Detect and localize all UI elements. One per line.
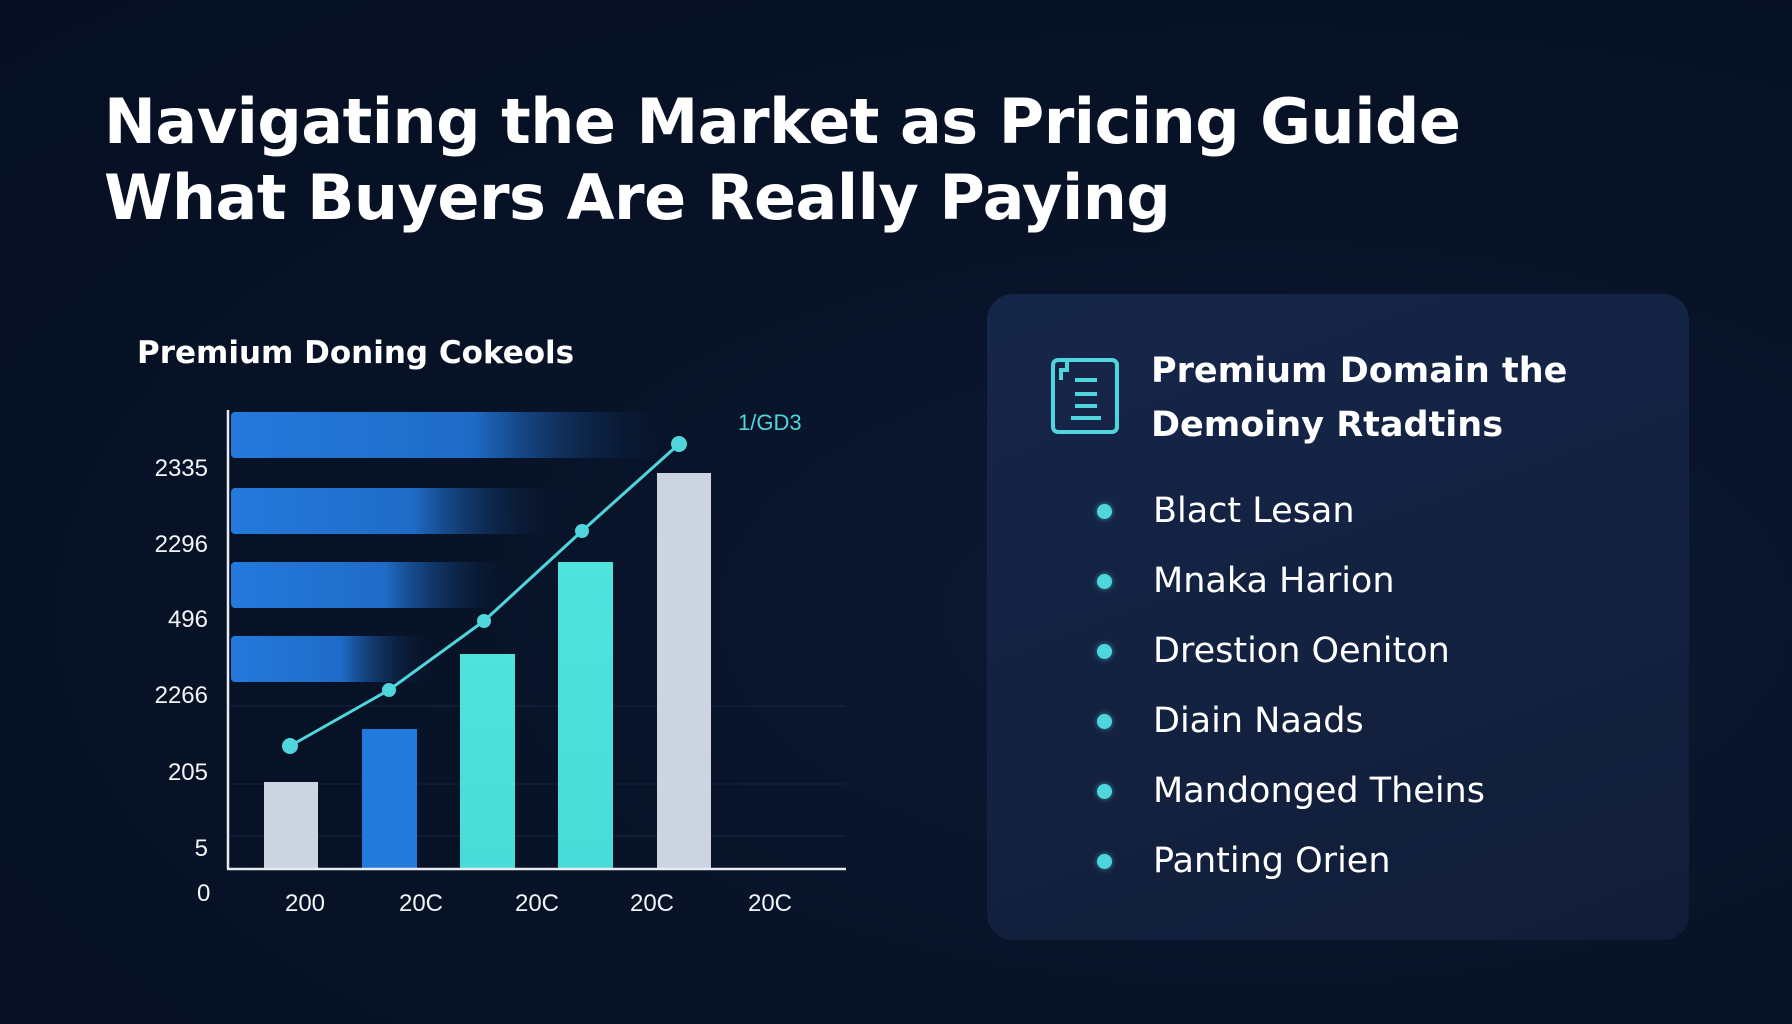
chart-title: Premium Doning Cokeols [137, 335, 575, 371]
axes [226, 410, 846, 871]
y-tick-label: 2266 [154, 682, 208, 709]
bullet-dot-icon [1097, 853, 1112, 869]
y-tick-label: 205 [167, 759, 208, 786]
list-item: Blact Lesan [1097, 476, 1485, 546]
list-item: Mandonged Theins [1097, 756, 1485, 826]
x-tick-label: 200 [284, 890, 326, 917]
title-line-1: Navigating the Market as Pricing Guide [104, 85, 1461, 158]
list-item: Mnaka Harion [1097, 546, 1485, 616]
bullet-dot-icon [1097, 643, 1112, 659]
card-bullet-list: Blact Lesan Mnaka Harion Drestion Oenito… [1097, 476, 1485, 896]
title-line-2: What Buyers Are Really Paying [104, 161, 1171, 234]
list-item-label: Blact Lesan [1153, 491, 1355, 531]
list-item: Panting Orien [1097, 826, 1485, 896]
bar-4 [558, 562, 613, 868]
list-item-label: Diain Naads [1153, 701, 1364, 741]
x-tick-label: 20C [514, 890, 560, 917]
bar-2 [362, 729, 417, 868]
bar-1 [264, 782, 318, 868]
list-item: Diain Naads [1097, 686, 1485, 756]
x-tick-label: 20C [747, 890, 793, 917]
list-item-label: Mnaka Harion [1153, 561, 1395, 601]
card-title-line-1: Premium Domain the [1151, 351, 1568, 391]
chart-annotation: 1/GD3 [738, 410, 802, 435]
list-item-label: Mandonged Theins [1153, 771, 1485, 811]
y-tick-label: 496 [167, 606, 208, 633]
y-tick-label: 0 [197, 880, 211, 907]
list-item-label: Panting Orien [1153, 841, 1391, 881]
card-title-line-2: Demoiny Rtadtins [1151, 405, 1504, 445]
grid-lines [230, 705, 845, 837]
bullet-dot-icon [1097, 783, 1112, 799]
y-tick-label: 2335 [154, 455, 208, 482]
info-card: Premium Domain the Demoiny Rtadtins Blac… [987, 294, 1689, 940]
bullet-dot-icon [1097, 503, 1112, 519]
page-title: Navigating the Market as Pricing Guide W… [104, 84, 1461, 236]
bar-3 [460, 654, 515, 868]
list-item-label: Drestion Oeniton [1153, 631, 1450, 671]
x-tick-label: 20C [629, 890, 675, 917]
list-item: Drestion Oeniton [1097, 616, 1485, 686]
bar-5 [657, 473, 711, 868]
horizontal-bands [231, 412, 671, 682]
trend-line [282, 436, 687, 754]
card-title: Premium Domain the Demoiny Rtadtins [1151, 344, 1567, 452]
y-tick-label: 2296 [154, 531, 208, 558]
bullet-dot-icon [1097, 713, 1112, 729]
vertical-bars [264, 473, 711, 868]
x-tick-label: 20C [398, 890, 444, 917]
document-list-icon [1051, 358, 1119, 434]
y-tick-label: 5 [194, 835, 208, 862]
bullet-dot-icon [1097, 573, 1112, 589]
